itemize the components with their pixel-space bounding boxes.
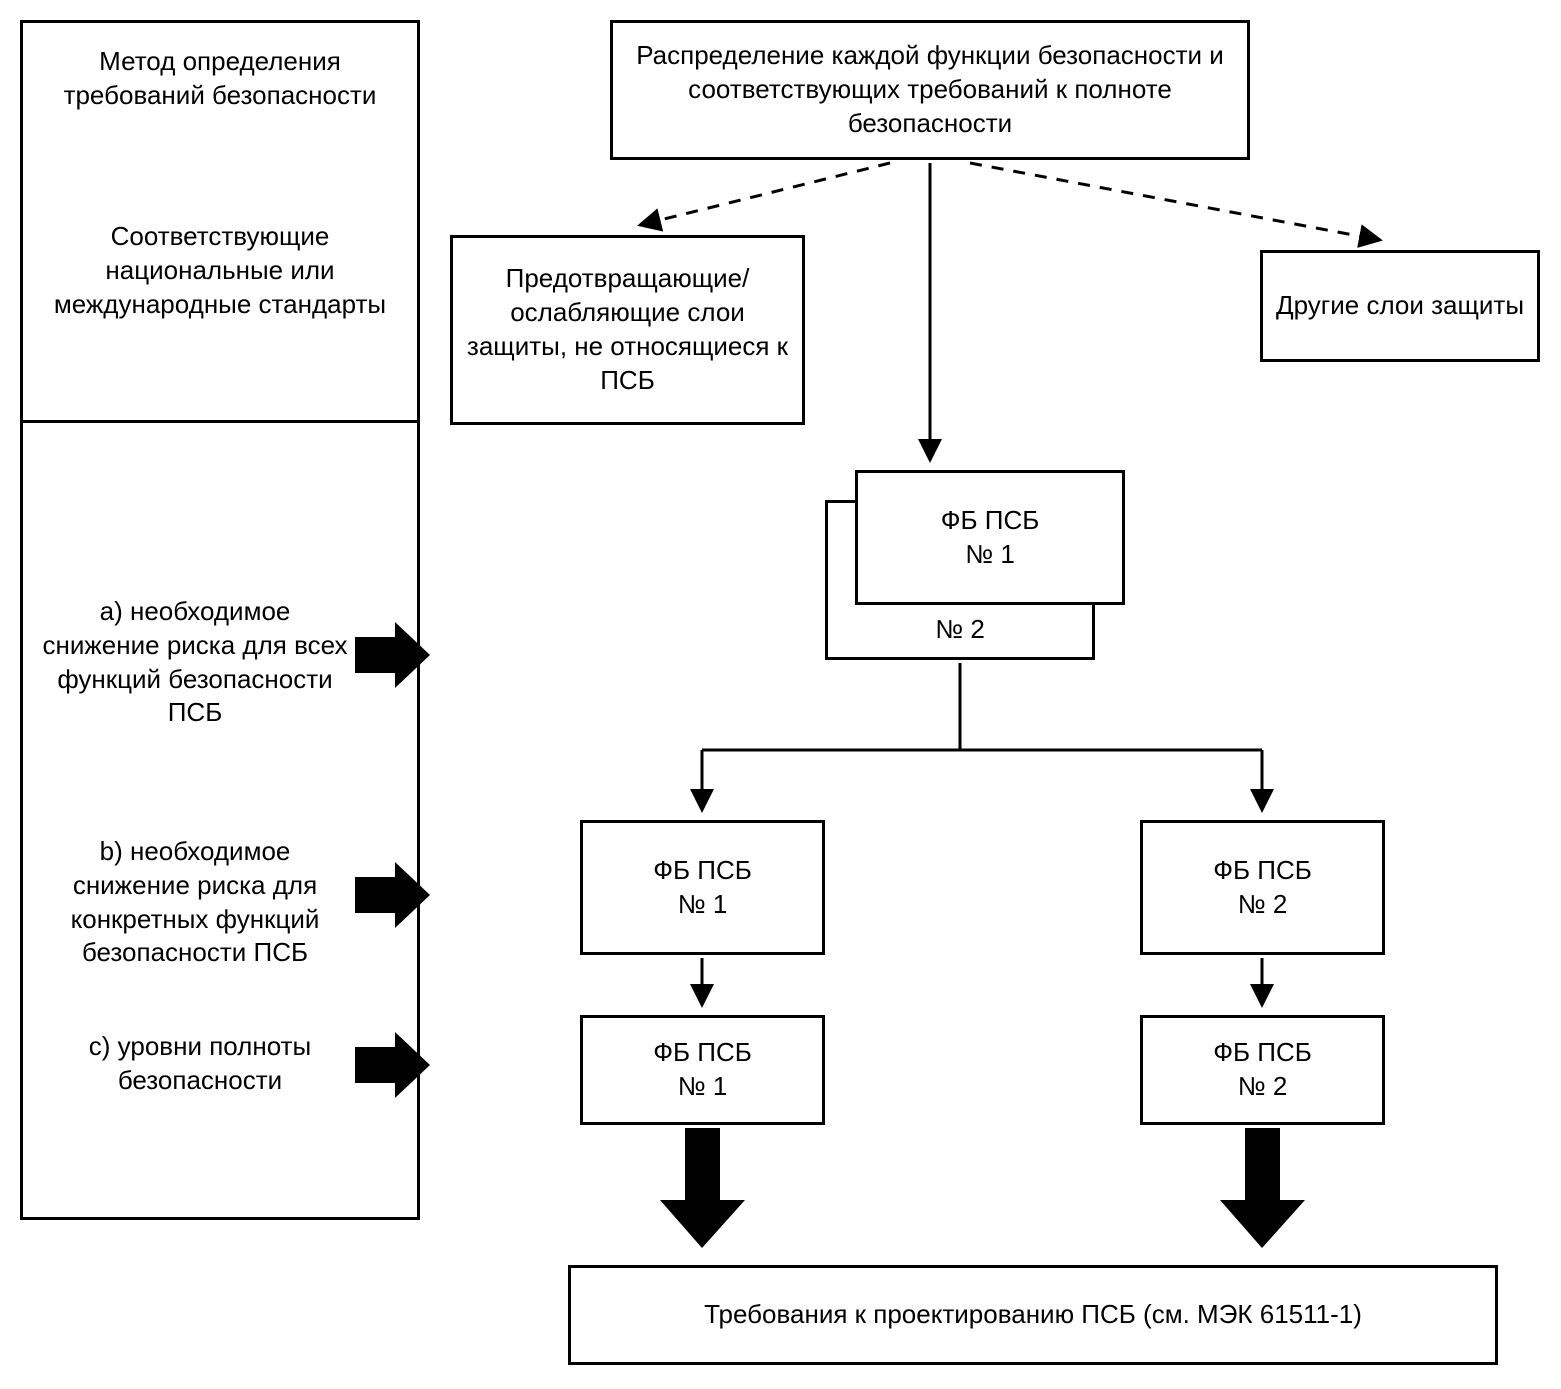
branch-connector bbox=[702, 663, 1262, 810]
other-layers-box: Другие слои защиты bbox=[1260, 250, 1540, 362]
bottom-requirements-box: Требования к проектированию ПСБ (см. МЭК… bbox=[568, 1265, 1498, 1365]
fb-psb-1-left-c: ФБ ПСБ№ 1 bbox=[580, 1015, 825, 1125]
fb-psb-1-left: ФБ ПСБ№ 1 bbox=[580, 820, 825, 955]
thick-down-arrow-left bbox=[660, 1128, 745, 1248]
thick-down-arrow-right bbox=[1220, 1128, 1305, 1248]
item-b: b) необходимое снижение риска для конкре… bbox=[40, 835, 350, 970]
left-subtitle: Соответствующие национальные или междуна… bbox=[50, 220, 390, 321]
flowchart-canvas: Метод определения требований безопасност… bbox=[20, 20, 1541, 1369]
prevent-layers-box: Предотвращающие/ ослабляющие слои защиты… bbox=[450, 235, 805, 425]
item-c: c) уровни полноты безопасности bbox=[50, 1030, 350, 1098]
arrow-top-to-prevent bbox=[640, 163, 890, 225]
left-title: Метод определения требований безопасност… bbox=[50, 45, 390, 113]
arrow-top-to-other bbox=[970, 163, 1380, 240]
left-panel-divider bbox=[20, 420, 420, 423]
fb-psb-2-right: ФБ ПСБ№ 2 bbox=[1140, 820, 1385, 955]
fb-psb-2-right-c: ФБ ПСБ№ 2 bbox=[1140, 1015, 1385, 1125]
fb-psb-stack-front: ФБ ПСБ№ 1 bbox=[855, 470, 1125, 605]
item-a: a) необходимое снижение риска для всех ф… bbox=[40, 595, 350, 730]
top-distribution-box: Распределение каждой функции безопасност… bbox=[610, 20, 1250, 160]
